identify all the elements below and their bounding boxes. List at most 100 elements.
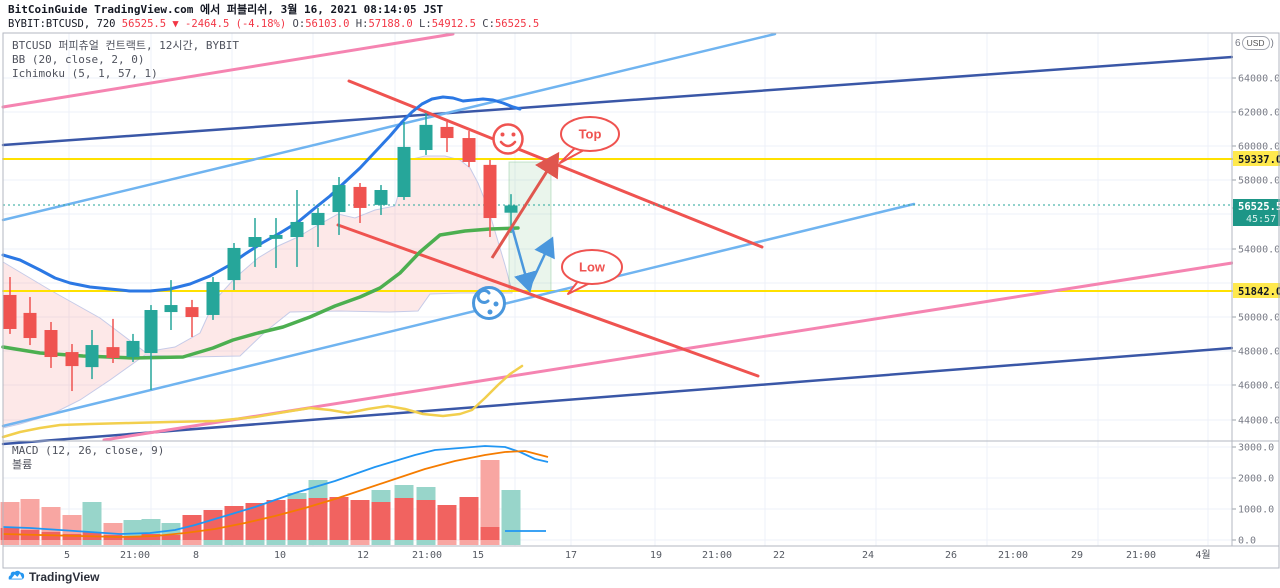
legend-macd-row[interactable]: MACD (12, 26, close, 9) [12, 444, 165, 457]
axis-price-text: 58000.0 [1238, 176, 1280, 187]
legend-bb-row[interactable]: BB (20, close, 2, 0) [12, 53, 145, 66]
time-axis-bg[interactable] [3, 547, 1232, 567]
low-callout-bubble[interactable]: Low [561, 249, 623, 295]
blue-arrow[interactable] [527, 236, 555, 289]
price-axis-label[interactable]: 2000.0 [1232, 474, 1274, 485]
navy-channel-upper[interactable] [1, 55, 1234, 147]
dizzy-face-icon[interactable] [472, 286, 506, 320]
pink-channel-upper[interactable] [1, 32, 455, 109]
price-axis-label[interactable]: 44000.0 [1232, 416, 1280, 427]
sky-channel-upper[interactable] [1, 32, 777, 222]
macd-histogram-bar [182, 515, 202, 540]
time-axis-label[interactable]: 5 [64, 550, 70, 561]
candle-body [269, 234, 283, 239]
axis-price-text: 2000.0 [1238, 474, 1274, 485]
axis-price-text: 46000.0 [1238, 381, 1280, 392]
price-axis-label[interactable]: 64000.0 [1232, 74, 1280, 85]
smiley-face-icon[interactable] [492, 123, 524, 155]
close-value: 56525.5 [494, 18, 540, 30]
candle-body [106, 347, 120, 359]
smiley-outline [492, 123, 524, 155]
time-axis-label[interactable]: 17 [565, 550, 577, 561]
low-value: 54912.5 [431, 18, 476, 30]
sky-channel-lower[interactable] [1, 202, 916, 428]
macd-pane-legend: MACD (12, 26, close, 9) 볼륨 [12, 444, 164, 472]
publish-info-line: BitCoinGuide TradingView.com 에서 퍼블리쉬, 3월… [8, 3, 444, 16]
price-axis-label[interactable]: 51842.0 [1232, 283, 1280, 298]
usd-pill-button[interactable]: USD [1241, 36, 1270, 50]
macd-histogram-bar [350, 500, 370, 540]
legend-ichimoku-row[interactable]: Ichimoku (5, 1, 57, 1) [12, 67, 158, 80]
axis-price-text: 62000.0 [1238, 108, 1280, 119]
legend-volume-row[interactable]: 볼륨 [12, 458, 33, 471]
dizzy-dot [493, 301, 499, 307]
time-axis-label[interactable]: 21:00 [412, 550, 442, 561]
candle-body [483, 164, 497, 219]
alert-price-text: 59337.0 [1238, 154, 1280, 166]
time-axis-label[interactable]: 4월 [1195, 549, 1210, 561]
price-axis-label[interactable]: 54000.0 [1232, 245, 1280, 256]
price-change: -2464.5 (-4.18%) [185, 18, 287, 30]
tradingview-logo[interactable]: TradingView [8, 569, 99, 584]
axis-price-text: 44000.0 [1238, 416, 1280, 427]
price-axis-label[interactable]: 56525.545:57 [1232, 199, 1280, 226]
tradingview-logo-icon [8, 570, 25, 580]
price-axis-label[interactable]: 3000.0 [1232, 443, 1274, 454]
currency-toggle[interactable]: 6 USD ) [1235, 36, 1274, 50]
candle-body [290, 221, 304, 238]
price-axis-label[interactable]: 0.0 [1232, 536, 1256, 547]
alert-price-label [1233, 283, 1280, 298]
time-axis-label[interactable]: 26 [945, 550, 957, 561]
candle-body [462, 138, 476, 162]
smiley-eye [511, 132, 516, 137]
price-axis-label[interactable]: 48000.0 [1232, 347, 1280, 358]
macd-histogram-bar [371, 502, 391, 540]
price-axis-label[interactable]: 50000.0 [1232, 313, 1280, 324]
red-arrow[interactable] [490, 151, 560, 259]
low-callout-bubble-shape [561, 249, 623, 285]
red-trendline-lower[interactable] [336, 223, 760, 378]
symbol-interval[interactable]: BYBIT:BTCUSD, 720 [8, 18, 116, 30]
price-axis-label[interactable]: 1000.0 [1232, 505, 1274, 516]
price-axis-label[interactable]: 62000.0 [1232, 108, 1280, 119]
blue-baseline-ma [1, 95, 522, 293]
macd-histogram-bar [459, 497, 479, 540]
open-label: O: [292, 18, 306, 30]
price-axis-label[interactable]: 46000.0 [1232, 381, 1280, 392]
price-axis-label[interactable]: 60000.0 [1232, 142, 1280, 153]
price-axis-label[interactable]: 58000.0 [1232, 176, 1280, 187]
candle-body [227, 247, 241, 281]
volume-bar [501, 490, 521, 545]
candlestick-series [3, 112, 518, 392]
time-axis-label[interactable]: 15 [472, 550, 484, 561]
time-axis-label[interactable]: 29 [1071, 550, 1083, 561]
candle-body [332, 185, 346, 213]
macd-histogram-bar [62, 534, 82, 540]
time-axis-label[interactable]: 10 [274, 550, 286, 561]
time-axis-label[interactable]: 21:00 [120, 550, 150, 561]
time-axis-label[interactable]: 21:00 [702, 550, 732, 561]
time-axis-label[interactable]: 24 [862, 550, 874, 561]
time-axis-label[interactable]: 21:00 [1126, 550, 1156, 561]
time-axis-label[interactable]: 21:00 [998, 550, 1028, 561]
annotations: Top Low [472, 116, 623, 320]
dizzy-outline [472, 286, 506, 320]
price-axis-label[interactable]: 59337.0 [1232, 151, 1280, 166]
volume-bar [480, 460, 500, 545]
blue-arrow[interactable] [510, 226, 536, 293]
top-callout-bubble[interactable]: Top [559, 116, 620, 164]
legend-symbol-row[interactable]: BTCUSD 퍼피츄얼 컨트랙트, 12시간, BYBIT [12, 39, 240, 52]
macd-histogram-bar [266, 500, 286, 540]
candle-body [185, 307, 199, 318]
time-axis-label[interactable]: 8 [193, 550, 199, 561]
time-axis-label[interactable]: 12 [357, 550, 369, 561]
low-label: L: [419, 18, 432, 30]
smiley-eye [500, 132, 505, 137]
navy-channel-lower[interactable] [1, 346, 1234, 446]
bar-countdown-text: 45:57 [1246, 214, 1276, 225]
time-axis-label[interactable]: 19 [650, 550, 662, 561]
alert-price-text: 51842.0 [1238, 286, 1280, 298]
time-axis-label[interactable]: 22 [773, 550, 785, 561]
